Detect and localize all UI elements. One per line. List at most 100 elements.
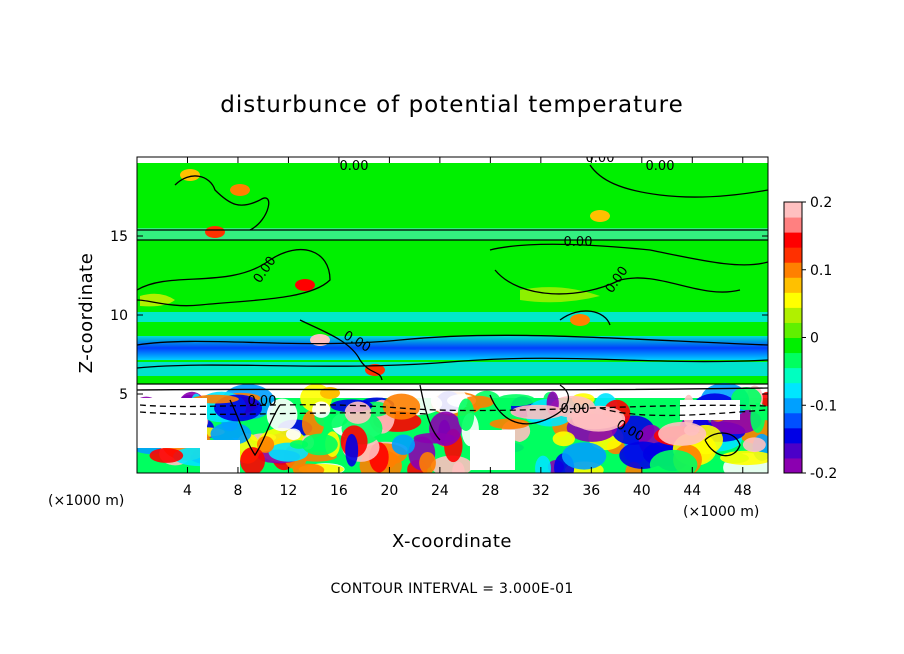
plume-patch	[320, 387, 340, 399]
turbulence-blob	[658, 421, 707, 446]
contour-label: 0.00	[564, 235, 593, 250]
y-axis-unit: (×1000 m)	[48, 493, 124, 509]
plume-patch	[365, 364, 385, 376]
colorbar-tick-label: 0.2	[810, 195, 832, 211]
turbulence-blob	[312, 401, 331, 418]
colorbar-ticks: 0.2 0.1 0 -0.1 -0.2	[802, 195, 837, 482]
contour-labels: 0.000.000.000.000.00 0.000.000.000.000.00	[248, 157, 675, 445]
top-white-strip	[137, 157, 768, 163]
contour-line	[137, 334, 768, 346]
contour-label: 0.00	[561, 402, 590, 417]
y-tick-label: 5	[119, 387, 128, 403]
x-tick-label: 36	[582, 483, 600, 499]
white-patch	[200, 440, 240, 473]
x-tick-label: 16	[330, 483, 348, 499]
contour-line	[589, 164, 768, 198]
turbulence-blob	[649, 449, 698, 473]
turbulence-blob	[289, 440, 309, 449]
plume-patch	[590, 210, 610, 222]
turbulence-blob	[266, 398, 298, 432]
blue-band	[137, 336, 768, 360]
y-axis-label: Z-coordinate	[76, 253, 97, 374]
negative-contour-line	[139, 411, 431, 415]
contour-label: 0.00	[340, 159, 369, 174]
turbulence-blob	[535, 455, 551, 473]
colorbar-swatch	[784, 262, 802, 278]
y-tick-label: 10	[110, 308, 128, 324]
x-tick-label: 48	[734, 483, 752, 499]
x-tick-label: 24	[431, 483, 449, 499]
plume-patch	[205, 226, 225, 238]
colorbar-swatch	[784, 457, 802, 474]
contour-label: 0.00	[646, 159, 675, 174]
yellow-patch-right	[520, 287, 600, 303]
colorbar-swatch	[784, 232, 802, 248]
colorbar-swatch	[784, 337, 802, 354]
contour-line	[174, 175, 270, 231]
upper-cyan-band	[137, 228, 768, 240]
turbulence-blob	[286, 428, 301, 440]
turbulence-blob	[452, 461, 465, 473]
y-axis: 5 10 15	[110, 229, 768, 403]
contour-line	[559, 310, 611, 326]
yellow-patch-left	[140, 293, 175, 307]
turbulence-blob	[457, 398, 475, 431]
contour-line	[299, 319, 383, 381]
plume-patch	[570, 314, 590, 326]
x-tick-label: 28	[481, 483, 499, 499]
turbulence-blob	[210, 422, 252, 445]
colorbar-swatch	[784, 202, 802, 218]
turbulence-blob	[256, 436, 275, 453]
contour-label: 0.00	[248, 394, 277, 409]
colorbar-swatch	[784, 277, 802, 293]
colorbar-swatch	[784, 307, 802, 323]
turbulence-blob	[240, 447, 266, 473]
contour-interval-note: CONTOUR INTERVAL = 3.000E-01	[330, 581, 573, 597]
x-tick-label: 44	[683, 483, 701, 499]
contour-line	[137, 387, 768, 391]
contour-line	[229, 399, 281, 457]
colorbar-swatch	[784, 397, 802, 414]
x-axis: 4 8 12 16 20 24 28 32 36 40 44 48	[183, 157, 752, 499]
colorbar-swatch	[784, 442, 802, 459]
colorbar-swatch	[784, 292, 802, 308]
colorbar-swatch	[784, 412, 802, 429]
turbulence-blob	[391, 434, 415, 455]
negative-contour-line	[139, 404, 767, 412]
negative-contour-line	[599, 407, 767, 417]
x-axis-unit: (×1000 m)	[683, 504, 759, 520]
white-patch	[680, 400, 740, 420]
plot-area: 0.000.000.000.000.00 0.000.000.000.000.00	[137, 157, 768, 473]
colorbar-tick-label: -0.2	[810, 466, 837, 482]
colorbar-tick-label: -0.1	[810, 398, 837, 414]
x-tick-label: 40	[633, 483, 651, 499]
mid-cyan-band	[137, 312, 768, 322]
turbulence-blob	[429, 411, 462, 446]
colorbar	[783, 201, 803, 474]
turbulent-layer	[137, 169, 768, 473]
turbulence-blob	[561, 442, 607, 470]
y-tick-label: 15	[110, 229, 128, 245]
colorbar-tick-label: 0	[810, 331, 819, 347]
contour-line	[704, 432, 741, 457]
turbulence-blob	[301, 433, 338, 456]
turbulence-blob	[489, 418, 530, 430]
colorbar-swatch	[784, 247, 802, 263]
cyan-band-low	[137, 362, 768, 376]
contour-line	[489, 384, 570, 425]
colorbar-swatch	[784, 322, 802, 338]
contour-line	[494, 269, 741, 295]
white-patch	[137, 398, 207, 448]
turbulence-blob	[382, 393, 421, 420]
contour-line	[137, 357, 768, 369]
colorbar-tick-label: 0.1	[810, 263, 832, 279]
turbulence-blob	[419, 451, 436, 473]
plume-patch	[295, 279, 315, 291]
x-axis-label: X-coordinate	[392, 531, 512, 552]
x-tick-label: 8	[233, 483, 242, 499]
colorbar-swatch	[784, 382, 802, 399]
turbulence-blob	[720, 450, 768, 466]
turbulence-blob	[345, 433, 359, 467]
turbulence-blob	[430, 386, 468, 415]
